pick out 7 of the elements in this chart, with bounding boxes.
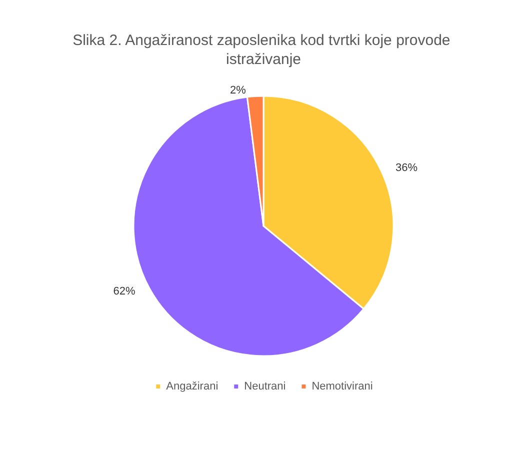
legend-label: Nemotivirani (312, 380, 373, 392)
legend-label: Angažirani (166, 380, 218, 392)
chart-title: Slika 2. Angažiranost zaposlenika kod tvrtki koje provode istraživanje (72, 32, 454, 68)
data-label: 36% (396, 162, 418, 174)
legend-label: Neutrani (244, 380, 286, 392)
data-label: 2% (230, 84, 246, 96)
data-label: 62% (113, 286, 136, 298)
